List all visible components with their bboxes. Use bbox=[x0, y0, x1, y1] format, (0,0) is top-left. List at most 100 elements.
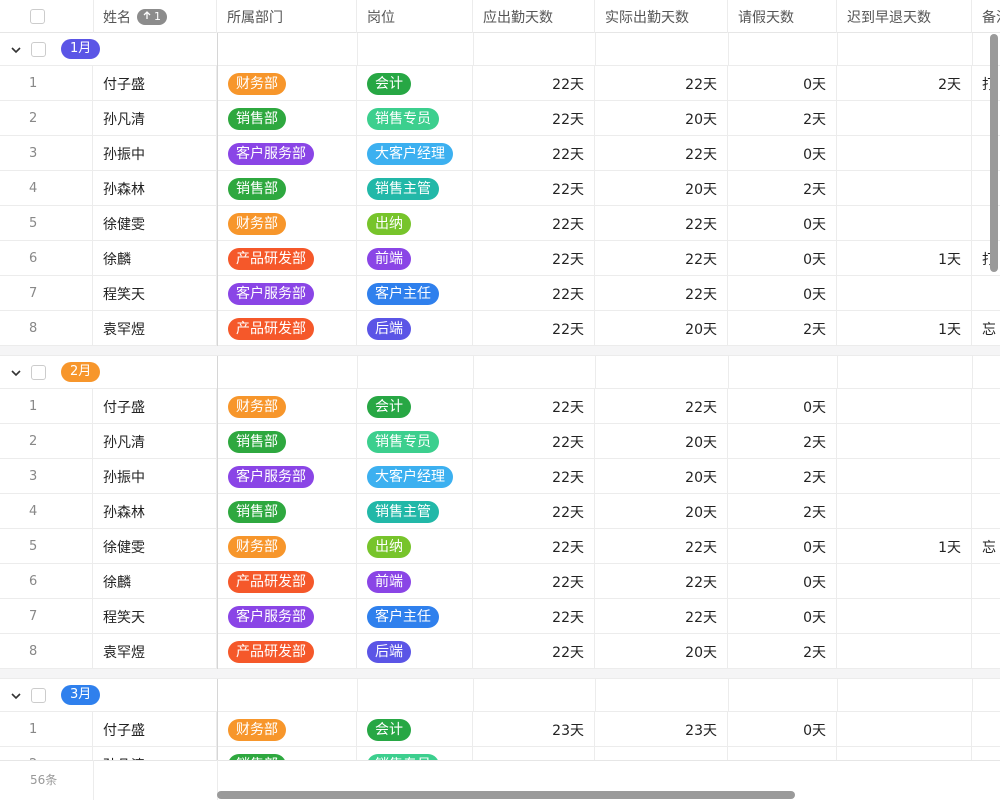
table-cell[interactable]: 22天 bbox=[473, 634, 595, 669]
table-cell[interactable]: 0天 bbox=[728, 206, 837, 241]
table-cell[interactable] bbox=[837, 494, 972, 529]
table-cell[interactable]: 销售专员 bbox=[357, 424, 473, 459]
table-cell[interactable]: 22天 bbox=[473, 276, 595, 311]
table-cell[interactable] bbox=[972, 634, 1000, 669]
table-cell[interactable]: 2天 bbox=[728, 101, 837, 136]
table-cell[interactable]: 22天 bbox=[595, 66, 728, 101]
table-cell[interactable]: 孙森林 bbox=[93, 494, 217, 529]
column-header[interactable]: 备注 bbox=[972, 0, 1000, 33]
table-cell[interactable]: 0天 bbox=[728, 276, 837, 311]
table-cell[interactable]: 1天 bbox=[837, 241, 972, 276]
table-cell[interactable]: 财务部 bbox=[217, 66, 357, 101]
group-toggle[interactable] bbox=[9, 43, 23, 57]
table-cell[interactable]: 22天 bbox=[595, 529, 728, 564]
table-cell[interactable]: 徐麟 bbox=[93, 241, 217, 276]
table-cell[interactable]: 忘 bbox=[972, 311, 1000, 346]
table-cell[interactable] bbox=[972, 494, 1000, 529]
table-cell[interactable]: 22天 bbox=[473, 171, 595, 206]
group-checkbox[interactable] bbox=[31, 365, 46, 380]
table-cell[interactable]: 销售主管 bbox=[357, 494, 473, 529]
table-cell[interactable]: 出纳 bbox=[357, 529, 473, 564]
table-cell[interactable]: 22天 bbox=[473, 136, 595, 171]
column-header[interactable]: 请假天数 bbox=[728, 0, 837, 33]
table-cell[interactable]: 产品研发部 bbox=[217, 241, 357, 276]
table-cell[interactable] bbox=[837, 564, 972, 599]
table-cell[interactable]: 付子盛 bbox=[93, 66, 217, 101]
table-cell[interactable]: 22天 bbox=[473, 311, 595, 346]
table-cell[interactable]: 0天 bbox=[728, 712, 837, 747]
table-cell[interactable]: 0天 bbox=[728, 241, 837, 276]
table-cell[interactable]: 22天 bbox=[473, 206, 595, 241]
table-cell[interactable]: 22天 bbox=[473, 529, 595, 564]
table-cell[interactable]: 20天 bbox=[595, 171, 728, 206]
table-cell[interactable]: 程笑天 bbox=[93, 276, 217, 311]
table-cell[interactable] bbox=[837, 712, 972, 747]
table-cell[interactable] bbox=[837, 136, 972, 171]
table-cell[interactable]: 袁罕煜 bbox=[93, 311, 217, 346]
table-cell[interactable]: 0天 bbox=[728, 389, 837, 424]
table-cell[interactable]: 2天 bbox=[728, 424, 837, 459]
table-cell[interactable]: 22天 bbox=[595, 599, 728, 634]
table-cell[interactable]: 2天 bbox=[837, 66, 972, 101]
table-cell[interactable]: 2天 bbox=[728, 494, 837, 529]
table-cell[interactable]: 孙振中 bbox=[93, 459, 217, 494]
table-cell[interactable]: 2天 bbox=[728, 634, 837, 669]
table-cell[interactable]: 20天 bbox=[595, 311, 728, 346]
table-cell[interactable]: 22天 bbox=[595, 206, 728, 241]
table-cell[interactable]: 产品研发部 bbox=[217, 634, 357, 669]
column-header[interactable]: 实际出勤天数 bbox=[595, 0, 728, 33]
table-cell[interactable]: 22天 bbox=[473, 599, 595, 634]
table-cell[interactable]: 0天 bbox=[728, 564, 837, 599]
table-cell[interactable]: 财务部 bbox=[217, 529, 357, 564]
table-cell[interactable]: 22天 bbox=[473, 459, 595, 494]
table-cell[interactable] bbox=[837, 206, 972, 241]
table-cell[interactable]: 产品研发部 bbox=[217, 311, 357, 346]
table-cell[interactable]: 2天 bbox=[728, 311, 837, 346]
table-cell[interactable]: 孙森林 bbox=[93, 171, 217, 206]
table-cell[interactable]: 客户服务部 bbox=[217, 459, 357, 494]
table-cell[interactable]: 销售专员 bbox=[357, 101, 473, 136]
table-cell[interactable]: 客户主任 bbox=[357, 599, 473, 634]
group-toggle[interactable] bbox=[9, 689, 23, 703]
table-cell[interactable] bbox=[837, 101, 972, 136]
table-cell[interactable] bbox=[972, 459, 1000, 494]
column-header[interactable]: 岗位 bbox=[357, 0, 473, 33]
column-header[interactable]: 应出勤天数 bbox=[473, 0, 595, 33]
table-cell[interactable] bbox=[837, 459, 972, 494]
table-cell[interactable]: 销售部 bbox=[217, 171, 357, 206]
table-cell[interactable]: 22天 bbox=[595, 136, 728, 171]
table-cell[interactable]: 2天 bbox=[728, 171, 837, 206]
table-cell[interactable]: 22天 bbox=[473, 389, 595, 424]
table-cell[interactable]: 客户服务部 bbox=[217, 136, 357, 171]
select-all-checkbox[interactable] bbox=[30, 9, 45, 24]
horizontal-scrollbar[interactable] bbox=[217, 791, 795, 799]
table-cell[interactable]: 22天 bbox=[473, 424, 595, 459]
table-cell[interactable]: 徐健雯 bbox=[93, 529, 217, 564]
table-cell[interactable] bbox=[837, 389, 972, 424]
vertical-scrollbar[interactable] bbox=[990, 34, 998, 272]
table-cell[interactable]: 后端 bbox=[357, 311, 473, 346]
table-cell[interactable] bbox=[837, 634, 972, 669]
table-cell[interactable]: 忘 bbox=[972, 529, 1000, 564]
column-header[interactable]: 姓名 1 bbox=[93, 0, 217, 33]
table-cell[interactable]: 0天 bbox=[728, 136, 837, 171]
table-cell[interactable]: 22天 bbox=[595, 564, 728, 599]
table-cell[interactable]: 付子盛 bbox=[93, 389, 217, 424]
table-cell[interactable] bbox=[972, 389, 1000, 424]
table-cell[interactable]: 产品研发部 bbox=[217, 564, 357, 599]
table-cell[interactable]: 22天 bbox=[595, 389, 728, 424]
table-cell[interactable]: 22天 bbox=[473, 494, 595, 529]
table-cell[interactable]: 后端 bbox=[357, 634, 473, 669]
table-cell[interactable]: 销售部 bbox=[217, 101, 357, 136]
table-cell[interactable]: 徐健雯 bbox=[93, 206, 217, 241]
table-cell[interactable]: 20天 bbox=[595, 459, 728, 494]
table-cell[interactable] bbox=[972, 599, 1000, 634]
table-cell[interactable]: 大客户经理 bbox=[357, 459, 473, 494]
table-cell[interactable] bbox=[972, 276, 1000, 311]
table-cell[interactable]: 0天 bbox=[728, 599, 837, 634]
table-cell[interactable]: 22天 bbox=[473, 564, 595, 599]
table-cell[interactable] bbox=[837, 599, 972, 634]
table-cell[interactable] bbox=[972, 712, 1000, 747]
table-cell[interactable]: 2天 bbox=[728, 459, 837, 494]
table-cell[interactable]: 20天 bbox=[595, 424, 728, 459]
